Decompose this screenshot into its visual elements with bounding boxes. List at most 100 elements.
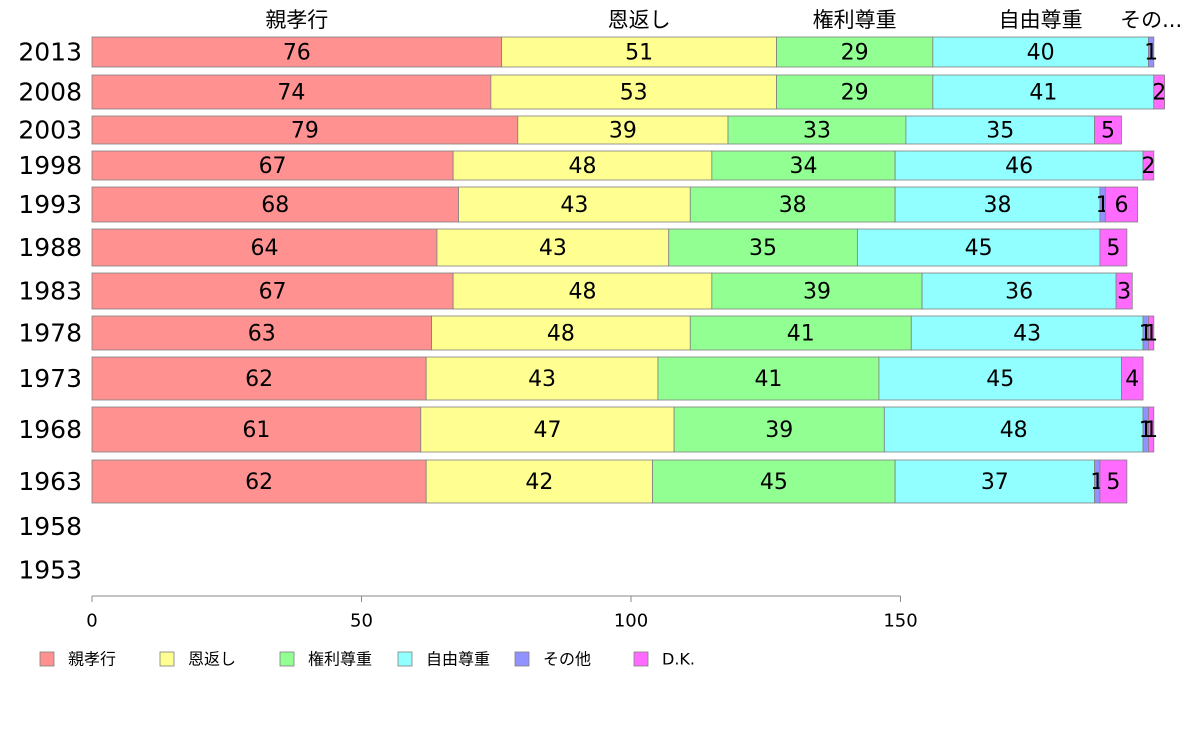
value-label-1983-series-0: 67	[259, 280, 287, 305]
bar-2013-series-3	[932, 36, 1149, 68]
year-label-2013: 2013	[18, 38, 82, 67]
bar-1963-series-5	[1099, 459, 1128, 504]
bar-2008-series-3	[932, 74, 1155, 110]
bar-2013-series-1	[501, 36, 777, 68]
value-label-1998-series-5: 2	[1141, 154, 1155, 179]
value-label-1973-series-0: 62	[245, 367, 273, 392]
legend-label-2: 権利尊重	[308, 650, 372, 669]
value-label-2003-series-0: 79	[291, 119, 319, 144]
year-label-1953: 1953	[18, 556, 82, 585]
bar-1993-series-2	[689, 186, 896, 223]
year-label-1973: 1973	[18, 364, 82, 393]
bar-1993-series-0	[91, 186, 459, 223]
bar-1968-series-2	[673, 406, 885, 453]
top-label-3: 自由尊重	[999, 8, 1083, 32]
top-label-2: 権利尊重	[813, 8, 897, 32]
legend-label-0: 親孝行	[68, 650, 116, 669]
value-label-1968-series-5: 1	[1144, 418, 1158, 443]
bar-1973-series-3	[878, 356, 1122, 401]
year-label-1958: 1958	[18, 512, 82, 541]
bar-1983-series-1	[452, 272, 713, 310]
value-label-1968-series-1: 47	[533, 418, 561, 443]
top-label-0: 親孝行	[265, 8, 328, 32]
value-label-1993-series-5: 6	[1114, 193, 1128, 218]
year-label-1963: 1963	[18, 467, 82, 496]
bar-2013-series-0	[91, 36, 503, 68]
value-label-1973-series-5: 4	[1125, 367, 1139, 392]
bar-1988-series-5	[1099, 228, 1128, 267]
value-label-1993-series-1: 43	[560, 193, 588, 218]
year-label-2008: 2008	[18, 78, 82, 107]
bar-1998-series-1	[452, 150, 713, 181]
bar-1973-series-1	[425, 356, 659, 401]
bar-1978-series-3	[910, 315, 1144, 351]
bar-1998-series-2	[711, 150, 896, 181]
bar-2003-series-0	[91, 115, 519, 145]
bar-1968-series-0	[91, 406, 422, 453]
legend-swatch-3	[397, 651, 413, 667]
value-label-1988-series-0: 64	[250, 236, 278, 261]
value-label-1993-series-0: 68	[261, 193, 289, 218]
bar-1963-series-1	[425, 459, 653, 504]
bar-2008-series-1	[490, 74, 777, 110]
value-label-2013-series-2: 29	[841, 41, 869, 66]
legend-label-3: 自由尊重	[426, 650, 490, 669]
value-label-1998-series-2: 34	[789, 154, 817, 179]
value-label-1978-series-3: 43	[1013, 322, 1041, 347]
bar-1973-series-2	[657, 356, 880, 401]
year-label-1988: 1988	[18, 233, 82, 262]
bar-2013-series-4	[1148, 36, 1155, 68]
value-label-1988-series-3: 45	[965, 236, 993, 261]
bar-1983-series-3	[921, 272, 1117, 310]
legend-swatch-0	[39, 651, 55, 667]
value-label-1978-series-5: 1	[1144, 322, 1158, 347]
legend-swatch-5	[633, 651, 649, 667]
year-label-1978: 1978	[18, 319, 82, 348]
value-label-1988-series-5: 5	[1106, 236, 1120, 261]
bar-1963-series-2	[652, 459, 896, 504]
bar-1983-series-5	[1115, 272, 1133, 310]
bar-1998-series-5	[1142, 150, 1155, 181]
year-label-1968: 1968	[18, 415, 82, 444]
value-label-1973-series-1: 43	[528, 367, 556, 392]
value-label-1983-series-2: 39	[803, 280, 831, 305]
value-label-1973-series-3: 45	[986, 367, 1014, 392]
bar-1978-series-0	[91, 315, 432, 351]
value-label-2003-series-5: 5	[1101, 119, 1115, 144]
legend-swatch-1	[159, 651, 175, 667]
value-label-1988-series-1: 43	[539, 236, 567, 261]
value-label-2008-series-5: 2	[1152, 81, 1166, 106]
value-label-2008-series-0: 74	[277, 81, 305, 106]
value-label-2008-series-3: 41	[1029, 81, 1057, 106]
value-label-1968-series-0: 61	[242, 418, 270, 443]
value-label-1998-series-1: 48	[568, 154, 596, 179]
bar-1978-series-1	[431, 315, 691, 351]
year-label-1998: 1998	[18, 151, 82, 180]
bar-2008-series-0	[91, 74, 492, 110]
x-tick-label-100: 100	[614, 611, 648, 632]
value-label-1993-series-2: 38	[779, 193, 807, 218]
bar-2008-series-2	[776, 74, 934, 110]
legend-label-5: D.K.	[662, 650, 695, 669]
bar-1973-series-0	[91, 356, 427, 401]
value-label-1988-series-2: 35	[749, 236, 777, 261]
year-label-2003: 2003	[18, 116, 82, 145]
bar-1983-series-0	[91, 272, 454, 310]
value-label-2013-series-1: 51	[625, 41, 653, 66]
value-label-1968-series-2: 39	[765, 418, 793, 443]
bar-1968-series-5	[1148, 406, 1155, 453]
bar-2013-series-2	[776, 36, 934, 68]
value-label-1963-series-5: 5	[1106, 470, 1120, 495]
x-tick-label-50: 50	[350, 611, 373, 632]
top-label-4: その...	[1120, 8, 1182, 32]
value-label-1968-series-3: 48	[1000, 418, 1028, 443]
value-label-2013-series-3: 40	[1027, 41, 1055, 66]
bar-1998-series-0	[91, 150, 454, 181]
bar-2003-series-5	[1094, 115, 1122, 145]
bar-1988-series-0	[91, 228, 438, 267]
value-label-1998-series-3: 46	[1005, 154, 1033, 179]
value-label-2013-series-4: 1	[1144, 41, 1158, 66]
value-label-2013-series-0: 76	[283, 41, 311, 66]
